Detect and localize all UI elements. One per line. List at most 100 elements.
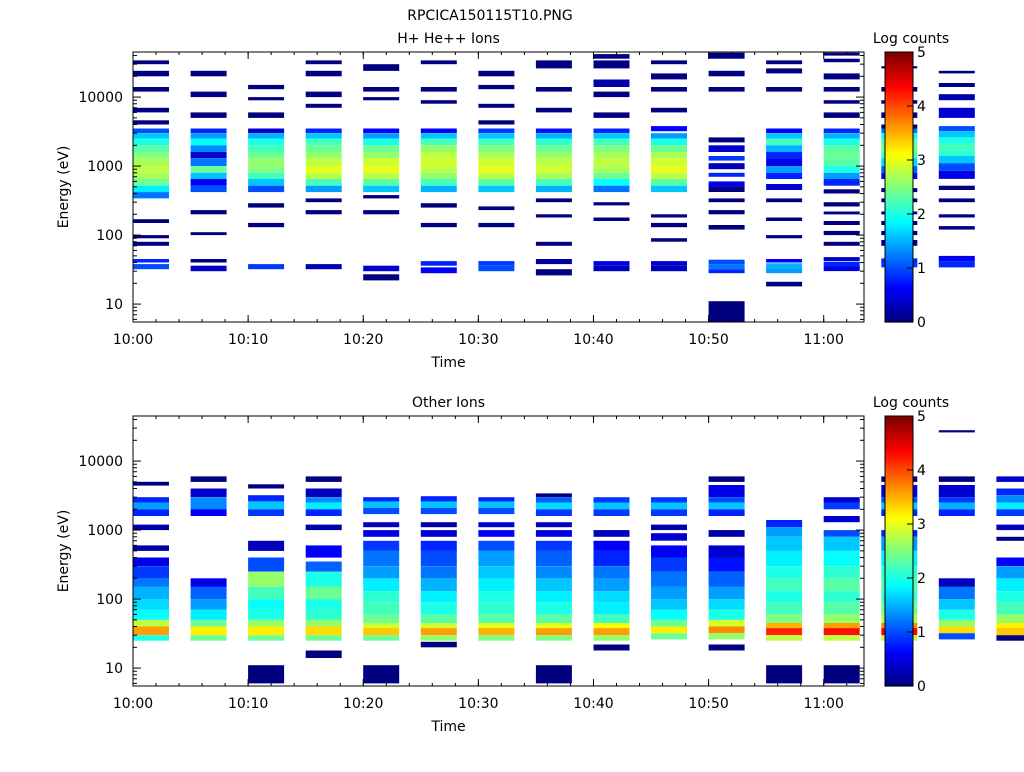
colorbar-step	[885, 76, 913, 80]
colorbar-step	[885, 171, 913, 175]
colorbar-step	[885, 589, 913, 593]
heatmap-cell	[190, 112, 227, 118]
colorbar-step	[885, 515, 913, 518]
heatmap-cell	[651, 609, 687, 620]
heatmap-cell	[535, 578, 572, 592]
colorbar-step	[885, 319, 913, 323]
heatmap-cell	[363, 179, 400, 186]
heatmap-cell	[248, 509, 285, 516]
colorbar-step	[885, 254, 913, 258]
colorbar-step	[885, 139, 913, 143]
heatmap-cell	[248, 626, 285, 636]
heatmap-cell	[766, 628, 803, 636]
colorbar-step	[885, 474, 913, 478]
colorbar-step	[885, 70, 913, 73]
y-axis-label: Energy (eV)	[56, 510, 72, 593]
colorbar-step	[885, 472, 913, 476]
heatmap-cell	[651, 545, 687, 558]
heatmap-cell	[133, 481, 169, 486]
heatmap-cell	[766, 527, 803, 537]
colorbar-step	[885, 173, 913, 177]
heatmap-cell	[190, 488, 227, 498]
heatmap-cell	[823, 58, 860, 63]
colorbar-step	[885, 670, 913, 674]
heatmap-cell	[823, 189, 860, 194]
heatmap-cell	[708, 476, 745, 482]
colorbar-step	[885, 144, 913, 148]
colorbar-step	[885, 575, 913, 579]
heatmap-cell	[248, 609, 285, 620]
heatmap-cell	[190, 609, 227, 620]
heatmap-cell	[766, 133, 803, 139]
heatmap-cell	[708, 52, 745, 59]
colorbar-step	[885, 625, 913, 629]
heatmap-cell	[305, 571, 342, 587]
heatmap-cell	[593, 60, 630, 69]
colorbar-step	[885, 121, 913, 125]
heatmap-cell	[478, 522, 515, 528]
heatmap-cell	[190, 476, 227, 482]
colorbar-step	[885, 510, 913, 514]
heatmap-cell	[651, 238, 687, 242]
heatmap-cell	[708, 619, 745, 627]
heatmap-cell	[996, 578, 1024, 592]
heatmap-cell	[651, 265, 687, 272]
colorbar-step	[885, 445, 913, 449]
heatmap-cell	[593, 112, 630, 118]
colorbar-step	[885, 539, 913, 543]
heatmap-cell	[708, 301, 745, 322]
colorbar-step	[885, 587, 913, 590]
colorbar-step	[885, 180, 913, 184]
heatmap-cell	[938, 83, 975, 87]
colorbar-step	[885, 236, 913, 240]
heatmap-cell	[593, 502, 630, 510]
heatmap-cell	[190, 265, 227, 272]
colorbar-step	[885, 288, 913, 292]
heatmap-cell	[708, 172, 745, 177]
colorbar-step	[885, 434, 913, 437]
heatmap-cell	[766, 665, 803, 684]
heatmap-cell	[823, 100, 860, 104]
x-tick-label: 10:30	[458, 332, 498, 348]
colorbar-step	[885, 58, 913, 62]
y-tick-label: 100	[96, 228, 123, 244]
heatmap-cell	[535, 550, 572, 567]
heatmap-cell	[708, 145, 745, 152]
heatmap-cell	[996, 623, 1024, 629]
heatmap-cell	[305, 264, 342, 270]
heatmap-cell	[766, 158, 803, 167]
colorbar-step	[885, 449, 913, 453]
heatmap-cell	[305, 609, 342, 620]
colorbar-step	[885, 299, 913, 303]
colorbar-step	[885, 265, 913, 269]
colorbar-step	[885, 461, 913, 464]
colorbar-step	[885, 103, 913, 107]
colorbar-step	[885, 313, 913, 316]
colorbar-step	[885, 674, 913, 678]
colorbar-step	[885, 438, 913, 442]
colorbar-step	[885, 560, 913, 563]
heatmap-cell	[190, 179, 227, 186]
heatmap-cell	[535, 591, 572, 603]
heatmap-cell	[305, 619, 342, 627]
heatmap-cell	[363, 185, 400, 193]
heatmap-cell	[651, 214, 687, 218]
colorbar-step	[885, 420, 913, 424]
heatmap-cell	[248, 264, 285, 270]
colorbar-step	[885, 310, 913, 314]
colorbar-step	[885, 479, 913, 482]
colorbar-step	[885, 582, 913, 586]
heatmap-cell	[535, 128, 572, 134]
heatmap-cell	[190, 158, 227, 167]
heatmap-cell	[190, 138, 227, 146]
y-tick-label: 1000	[87, 159, 123, 175]
colorbar-step	[885, 611, 913, 615]
heatmap-cell	[478, 530, 515, 537]
colorbar-step	[885, 135, 913, 139]
heatmap-cell	[708, 644, 745, 651]
heatmap-cell	[651, 524, 687, 531]
x-tick-label: 10:00	[113, 696, 153, 712]
colorbar-step	[885, 97, 913, 100]
heatmap-cell	[651, 261, 687, 266]
heatmap-cell	[478, 265, 515, 272]
